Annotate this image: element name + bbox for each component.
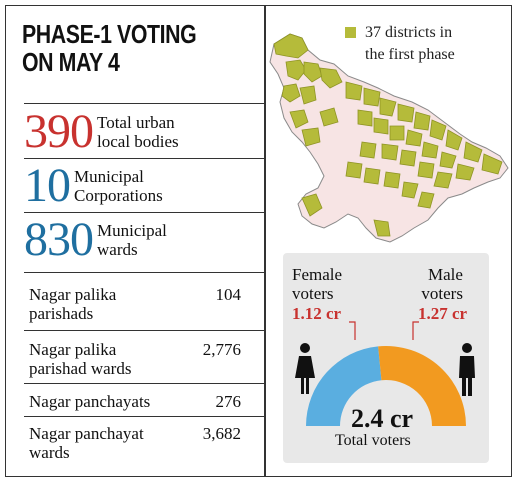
- stat-urban-local-bodies: 390 Total urban local bodies: [24, 108, 179, 156]
- row-name: Nagar palika parishad wards: [29, 340, 241, 378]
- divider: [24, 416, 264, 417]
- divider: [24, 383, 264, 384]
- voters-half-donut: [295, 321, 475, 426]
- row-name-line-2: wards: [29, 443, 70, 462]
- legend-swatch: [345, 27, 356, 38]
- legend-line-1: 37 districts in: [365, 24, 453, 41]
- row-value: 276: [215, 392, 242, 411]
- infographic-frame: [5, 5, 512, 477]
- divider: [24, 212, 264, 213]
- row-name-line-1: Nagar palika: [29, 285, 117, 304]
- map-legend: 37 districts in the first phase: [345, 22, 455, 66]
- stat-municipal-corporations: 10 Municipal Corporations: [24, 162, 163, 210]
- divider: [24, 330, 264, 331]
- table-row: Nagar panchayats 276: [29, 392, 241, 411]
- table-row: Nagar palika parishad wards 2,776: [29, 340, 241, 378]
- first-phase-districts: [273, 33, 503, 237]
- stat-label: Total urban local bodies: [97, 113, 179, 151]
- male-arc: [378, 346, 466, 426]
- row-name-line-2: parishads: [29, 304, 94, 323]
- divider: [24, 272, 264, 273]
- female-icon: [295, 343, 315, 394]
- stat-label-line-2: wards: [97, 240, 138, 259]
- stat-label-line-1: Municipal: [97, 221, 167, 240]
- row-name-line-1: Nagar panchayats: [29, 392, 151, 411]
- male-label-line-2: voters: [421, 284, 463, 303]
- stat-value: 830: [24, 213, 94, 266]
- row-name-line-1: Nagar panchayat: [29, 424, 144, 443]
- total-voters-value: 2.4 cr: [351, 404, 414, 433]
- male-leader-line: [412, 321, 419, 340]
- male-voters-value: 1.27 cr: [418, 304, 468, 323]
- divider: [24, 103, 264, 104]
- stat-value: 10: [24, 159, 71, 212]
- male-voters-label: Male voters: [418, 265, 463, 303]
- legend-line-2: the first phase: [365, 46, 455, 63]
- male-icon: [459, 343, 475, 396]
- row-value: 2,776: [202, 340, 241, 359]
- female-voters-label: Female voters: [292, 265, 342, 303]
- row-name-line-2: parishad wards: [29, 359, 132, 378]
- stat-label-line-1: Municipal: [74, 167, 144, 186]
- table-row: Nagar panchayat wards 3,682: [29, 424, 241, 462]
- stat-label-line-1: Total urban: [97, 113, 175, 132]
- female-leader-line: [349, 321, 356, 340]
- row-value: 104: [215, 285, 242, 304]
- female-arc: [306, 346, 382, 426]
- title-line-1: PHASE-1 VOTING: [22, 19, 197, 49]
- uttar-pradesh-map: [269, 33, 509, 243]
- row-name-line-1: Nagar palika: [29, 340, 117, 359]
- female-label-line-2: voters: [292, 284, 334, 303]
- male-label-line-1: Male: [428, 265, 463, 284]
- column-divider: [264, 5, 266, 477]
- female-label-line-1: Female: [292, 265, 343, 284]
- stat-municipal-wards: 830 Municipal wards: [24, 216, 167, 264]
- row-name: Nagar palika parishads: [29, 285, 241, 323]
- divider: [24, 158, 264, 159]
- stat-label: Municipal Corporations: [74, 167, 163, 205]
- table-row: Nagar palika parishads 104: [29, 285, 241, 323]
- stat-label: Municipal wards: [97, 221, 167, 259]
- stat-label-line-2: Corporations: [74, 186, 163, 205]
- page-title: PHASE-1 VOTING ON MAY 4: [22, 20, 211, 76]
- row-value: 3,682: [202, 424, 241, 443]
- row-name: Nagar panchayats: [29, 392, 241, 411]
- female-voters-value: 1.12 cr: [292, 304, 342, 323]
- title-line-2: ON MAY 4: [22, 47, 120, 77]
- stat-label-line-2: local bodies: [97, 132, 179, 151]
- row-name: Nagar panchayat wards: [29, 424, 241, 462]
- total-voters-label: Total voters: [335, 432, 411, 449]
- stat-value: 390: [24, 105, 94, 158]
